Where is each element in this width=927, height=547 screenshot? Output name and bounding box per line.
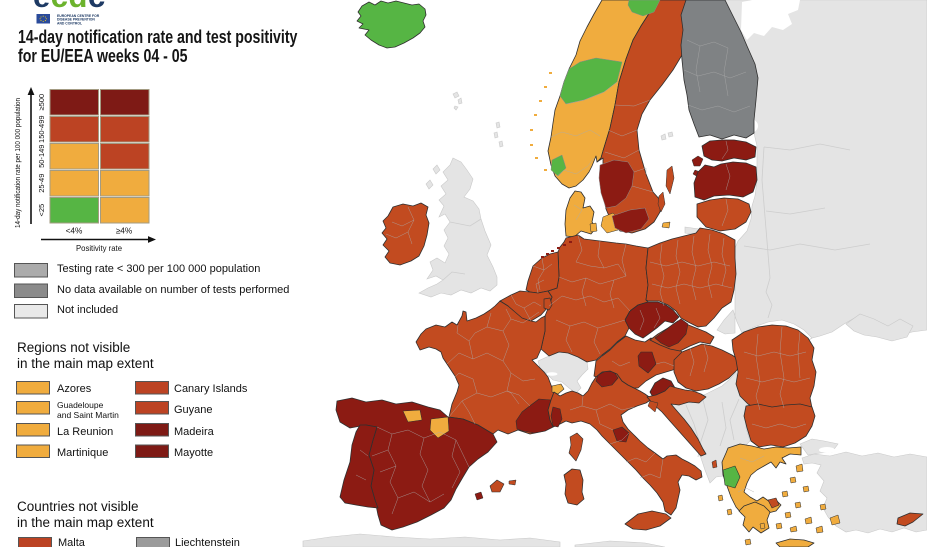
svg-text:AND CONTROL: AND CONTROL — [57, 21, 82, 25]
svg-text:≥4%: ≥4% — [116, 226, 133, 236]
svg-text:Positivity rate: Positivity rate — [76, 243, 122, 253]
svg-text:25-49: 25-49 — [37, 174, 46, 193]
svg-text:EUROPEAN CENTRE FOR: EUROPEAN CENTRE FOR — [57, 14, 100, 18]
svg-text:50-149: 50-149 — [37, 145, 46, 168]
svg-text:150-499: 150-499 — [37, 115, 46, 143]
svg-text:14-day notification rate per 1: 14-day notification rate per 100 000 pop… — [13, 98, 22, 228]
svg-text:DISEASE PREVENTION: DISEASE PREVENTION — [57, 18, 95, 22]
svg-text:≥500: ≥500 — [37, 94, 46, 111]
svg-text:<25: <25 — [37, 204, 46, 217]
svg-text:<4%: <4% — [66, 226, 83, 236]
